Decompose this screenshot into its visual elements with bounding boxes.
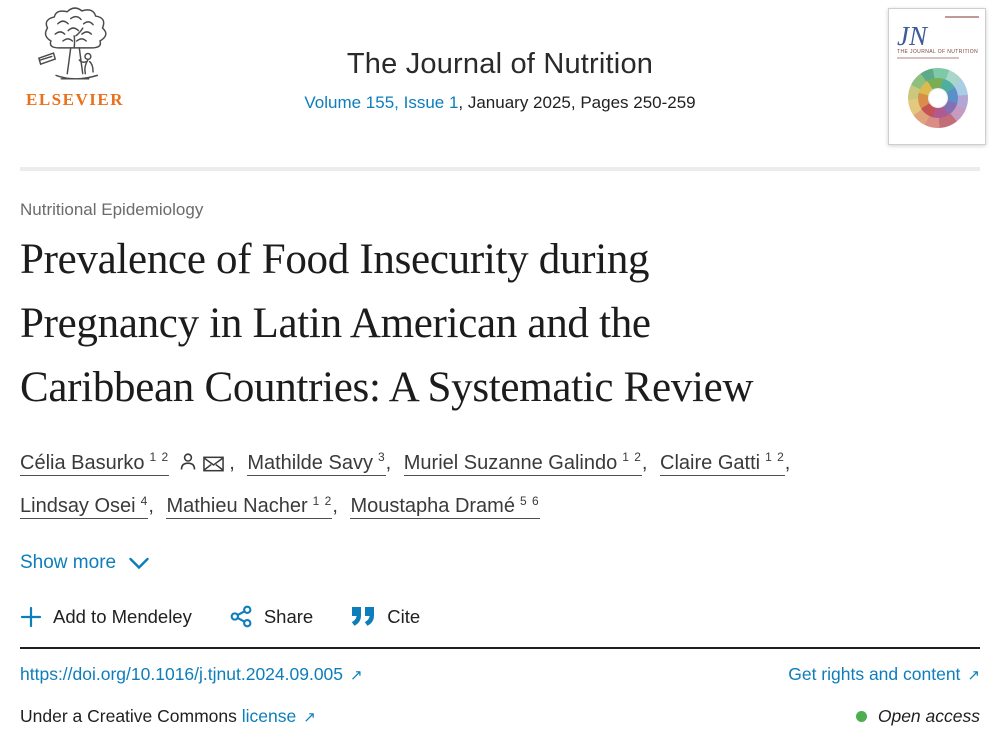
cover-issue-text — [945, 16, 979, 18]
author-link[interactable]: Célia Basurko 1 2 — [20, 450, 170, 476]
author-affiliations: 1 2 — [312, 493, 333, 508]
journal-banner: ELSEVIER The Journal of Nutrition Volume… — [0, 0, 1000, 167]
add-to-mendeley-button[interactable]: Add to Mendeley — [20, 606, 192, 628]
open-access-dot-icon — [855, 711, 867, 723]
article-header: Nutritional Epidemiology Prevalence of F… — [0, 200, 1000, 727]
email-icon[interactable] — [203, 456, 225, 472]
content-divider — [20, 647, 980, 650]
banner-divider — [20, 167, 980, 171]
author-affiliations: 1 2 — [765, 450, 785, 464]
author-affiliations: 4 — [140, 493, 149, 508]
author-link[interactable]: Mathilde Savy 3 — [247, 450, 386, 476]
section-label: Nutritional Epidemiology — [20, 200, 204, 219]
author-list: Célia Basurko 1 2, Mathilde Savy 3, Muriel… — [20, 450, 791, 520]
corresponding-author-icon — [180, 453, 196, 470]
elsevier-wordmark: ELSEVIER — [26, 90, 124, 109]
license-prefix: Under a Creative Commons — [20, 706, 237, 727]
cover-color-wheel — [908, 67, 968, 128]
plus-icon — [20, 606, 42, 627]
article-title: Prevalence of Food Insecurity during Pre… — [20, 236, 754, 411]
open-access-badge: Open access — [855, 706, 980, 727]
author-affiliations: 3 — [377, 450, 386, 464]
open-access-label: Open access — [877, 706, 980, 727]
author-link[interactable]: Mathieu Nacher 1 2 — [166, 493, 333, 520]
doi-rights-row: https://doi.org/10.1016/j.tjnut.2024.09.… — [20, 664, 980, 685]
doi-link[interactable]: https://doi.org/10.1016/j.tjnut.2024.09.… — [20, 664, 363, 685]
volume-issue-link[interactable]: Volume 155, Issue 1 — [304, 93, 459, 112]
share-button[interactable]: Share — [230, 605, 313, 628]
quote-icon — [352, 607, 375, 627]
action-toolbar: Add to Mendeley Share Cite — [20, 605, 980, 628]
cover-subtitle-line — [897, 57, 959, 59]
cover-journal-name: THE JOURNAL OF NUTRITION — [897, 49, 979, 56]
author-link[interactable]: Moustapha Dramé 5 6 — [350, 493, 540, 520]
issue-line: Volume 155, Issue 1, January 2025, Pages… — [0, 93, 1000, 113]
author-affiliations: 1 2 — [622, 450, 642, 464]
share-icon — [230, 605, 252, 628]
author-affiliations: 1 2 — [149, 450, 170, 464]
external-link-icon: ↗ — [350, 667, 363, 685]
external-link-icon: ↗ — [967, 667, 980, 685]
elsevier-tree-icon — [16, 6, 134, 88]
external-link-icon: ↗ — [303, 709, 316, 727]
issue-details: , January 2025, Pages 250-259 — [458, 93, 696, 112]
author-affiliations: 5 6 — [519, 493, 540, 508]
license-link[interactable]: license ↗ — [241, 706, 316, 727]
journal-header: The Journal of Nutrition Volume 155, Iss… — [0, 0, 1000, 113]
elsevier-logo[interactable]: ELSEVIER — [16, 6, 134, 110]
journal-cover-thumbnail[interactable]: JN THE JOURNAL OF NUTRITION — [888, 8, 986, 145]
journal-title-link[interactable]: The Journal of Nutrition — [346, 48, 654, 80]
author-link[interactable]: Claire Gatti 1 2 — [660, 450, 785, 476]
show-more-button[interactable]: Show more — [20, 552, 149, 574]
cite-button[interactable]: Cite — [351, 606, 420, 628]
cover-monogram: JN — [897, 21, 927, 51]
rights-and-content-link[interactable]: Get rights and content ↗ — [788, 664, 980, 685]
chevron-down-icon — [129, 557, 149, 570]
author-link[interactable]: Lindsay Osei 4 — [20, 493, 149, 520]
author-link[interactable]: Muriel Suzanne Galindo 1 2 — [403, 450, 642, 476]
license-row: Under a Creative Commons license ↗ Open a… — [20, 706, 980, 727]
